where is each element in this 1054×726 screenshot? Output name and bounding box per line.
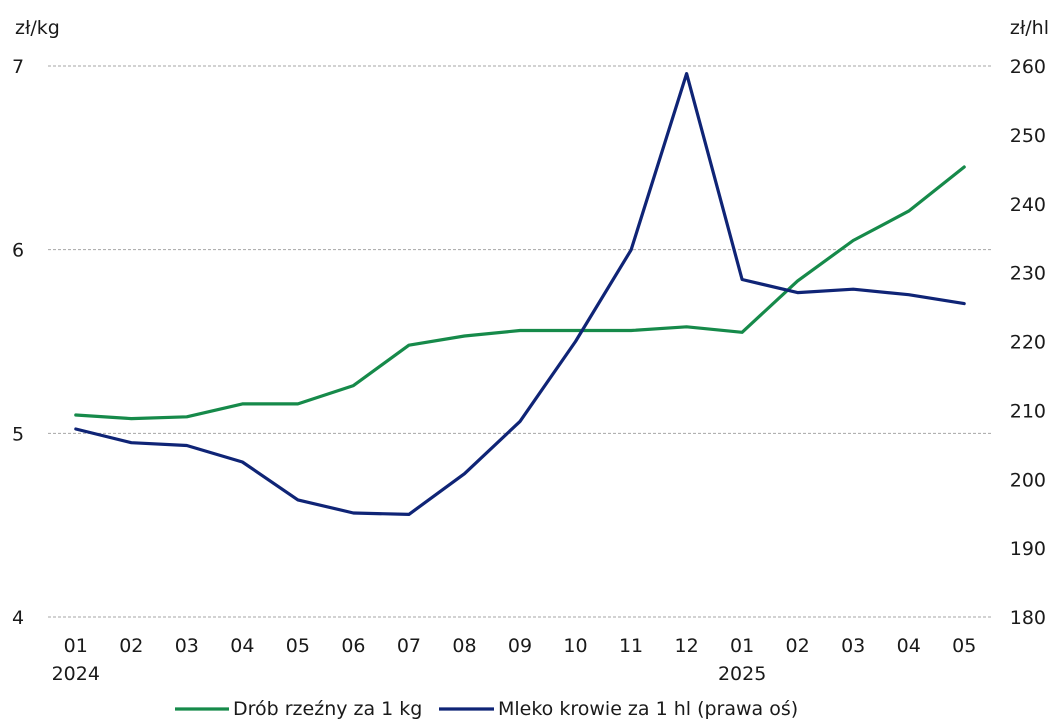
right-tick-label: 200: [1010, 469, 1046, 491]
right-axis-ticks: 180 190 200 210 220 230 240 250 260: [1010, 56, 1046, 629]
legend-label-1: Drób rzeźny za 1 kg: [233, 698, 422, 720]
series-line-2: [74, 71, 966, 517]
right-tick-label: 220: [1010, 332, 1046, 354]
right-axis-unit: zł/hl: [1010, 17, 1049, 39]
right-tick-label: 210: [1010, 400, 1046, 422]
gridlines: [48, 65, 992, 618]
x-year-label: 2024: [52, 663, 100, 685]
left-tick-label: 5: [12, 423, 24, 445]
x-tick-label: 04: [230, 635, 254, 657]
x-tick-label: 05: [286, 635, 310, 657]
x-tick-label: 06: [341, 635, 365, 657]
series-lines: [74, 71, 966, 517]
x-tick-label: 02: [119, 635, 143, 657]
x-tick-label: 02: [786, 635, 810, 657]
x-tick-label: 10: [563, 635, 587, 657]
x-tick-label: 09: [508, 635, 532, 657]
x-tick-label: 01: [64, 635, 88, 657]
left-tick-label: 6: [12, 240, 24, 262]
right-tick-label: 190: [1010, 538, 1046, 560]
x-tick-label: 08: [452, 635, 476, 657]
series-line-1: [74, 165, 966, 421]
x-year-label: 2025: [718, 663, 766, 685]
right-tick-label: 250: [1010, 125, 1046, 147]
right-tick-label: 260: [1010, 56, 1046, 78]
x-tick-label: 11: [619, 635, 643, 657]
left-tick-label: 7: [12, 56, 24, 78]
left-axis-unit: zł/kg: [15, 17, 60, 39]
right-tick-label: 240: [1010, 194, 1046, 216]
legend-label-2: Mleko krowie za 1 hl (prawa oś): [498, 698, 798, 720]
left-tick-label: 4: [12, 607, 24, 629]
x-axis-ticks: 01 02 03 04 05 06 07 08 09 10 11 12 01 02 03 04 05 2024 20…: [52, 635, 977, 685]
x-tick-label: 07: [397, 635, 421, 657]
x-tick-label: 04: [897, 635, 921, 657]
x-tick-label: 12: [674, 635, 698, 657]
right-tick-label: 180: [1010, 607, 1046, 629]
legend: Drób rzeźny za 1 kg Mleko krowie za 1 hl …: [175, 698, 798, 720]
x-tick-label: 01: [730, 635, 754, 657]
x-tick-label: 03: [175, 635, 199, 657]
x-tick-label: 05: [952, 635, 976, 657]
x-tick-label: 03: [841, 635, 865, 657]
right-tick-label: 230: [1010, 263, 1046, 285]
left-axis-ticks: 4 5 6 7: [12, 56, 24, 629]
